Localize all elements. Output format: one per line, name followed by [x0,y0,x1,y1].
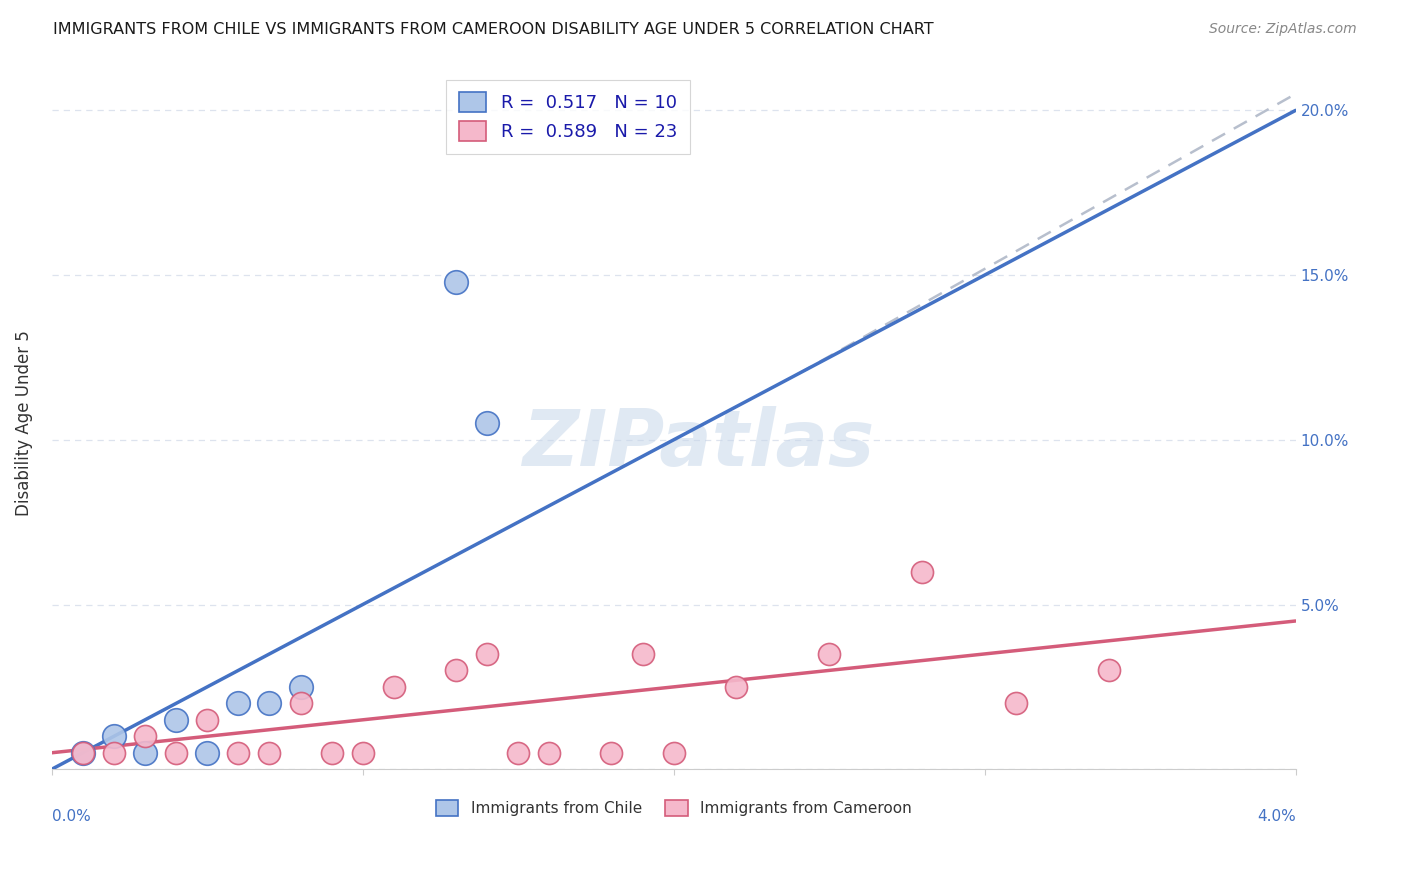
Text: IMMIGRANTS FROM CHILE VS IMMIGRANTS FROM CAMEROON DISABILITY AGE UNDER 5 CORRELA: IMMIGRANTS FROM CHILE VS IMMIGRANTS FROM… [53,22,934,37]
Point [538,746,561,760]
Point [444,664,467,678]
Point [72,746,94,760]
Point [662,746,685,760]
Text: Source: ZipAtlas.com: Source: ZipAtlas.com [1209,22,1357,37]
Point [195,746,218,760]
Text: ZIPatlas: ZIPatlas [523,406,875,482]
Point [290,680,312,694]
Point [818,647,841,661]
Legend: Immigrants from Chile, Immigrants from Cameroon: Immigrants from Chile, Immigrants from C… [427,793,920,824]
Point [321,746,343,760]
Point [103,729,125,743]
Point [475,647,498,661]
Point [228,746,250,760]
Point [444,275,467,289]
Text: 0.0%: 0.0% [52,809,90,824]
Point [134,746,156,760]
Point [165,713,187,727]
Point [259,746,281,760]
Point [72,746,94,760]
Point [1098,664,1121,678]
Point [165,746,187,760]
Point [103,746,125,760]
Point [508,746,530,760]
Point [600,746,623,760]
Point [631,647,654,661]
Point [1004,697,1026,711]
Point [259,697,281,711]
Point [352,746,374,760]
Point [475,417,498,431]
Point [195,713,218,727]
Point [724,680,747,694]
Point [228,697,250,711]
Y-axis label: Disability Age Under 5: Disability Age Under 5 [15,330,32,516]
Text: 4.0%: 4.0% [1257,809,1295,824]
Point [911,565,934,579]
Point [134,729,156,743]
Point [382,680,405,694]
Point [290,697,312,711]
